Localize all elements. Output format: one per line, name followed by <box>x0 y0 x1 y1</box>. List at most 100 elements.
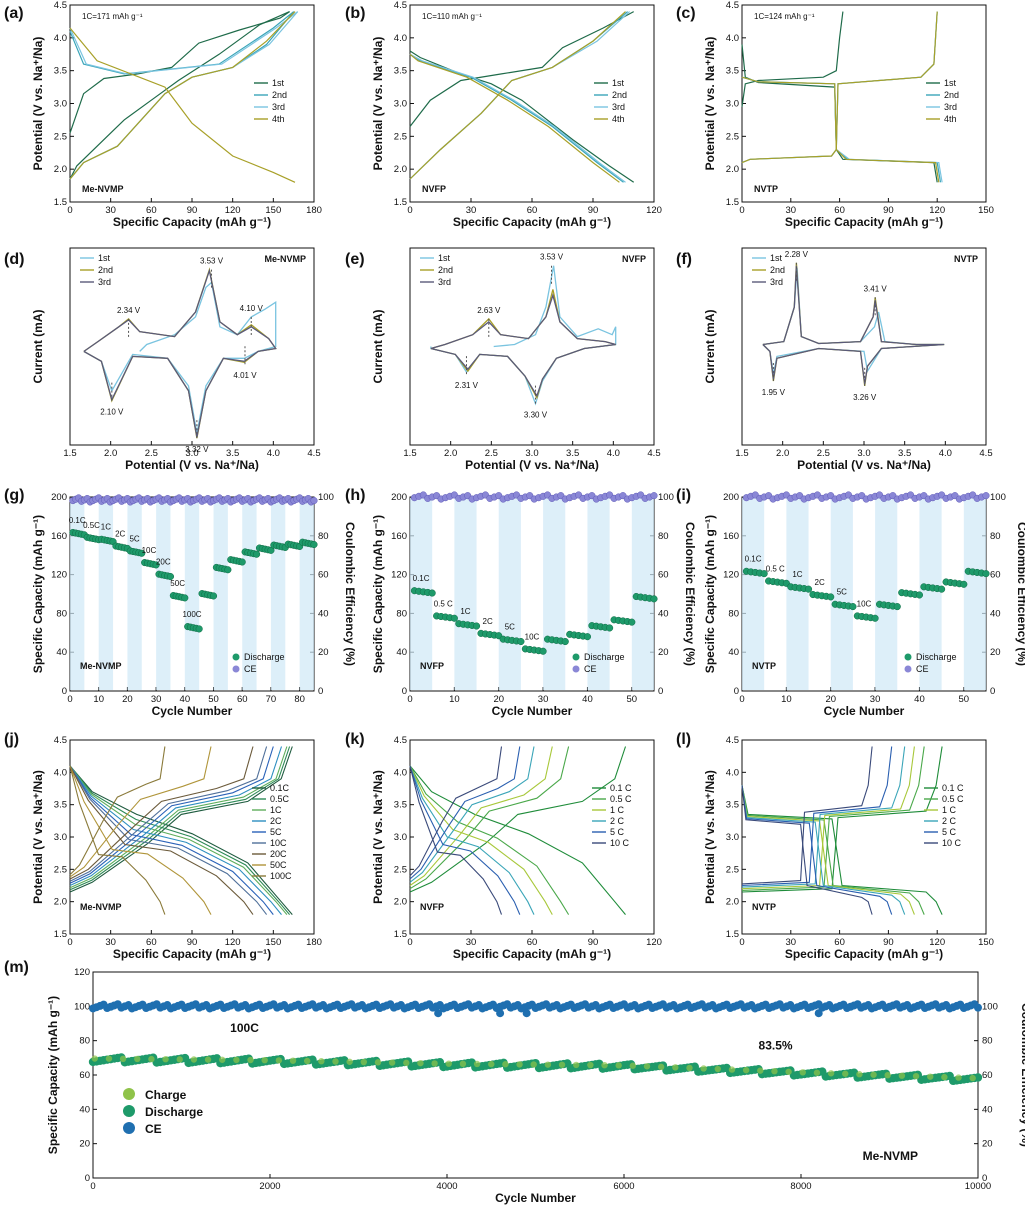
rate-curve-discharge <box>69 765 268 915</box>
peak-label: 4.01 V <box>233 371 257 380</box>
peak-label: 2.31 V <box>455 381 479 390</box>
rate-band <box>543 498 566 690</box>
discharge-point <box>517 637 525 646</box>
series-1st <box>83 281 277 434</box>
rate-curve-discharge <box>69 765 291 915</box>
x-tick-label: 150 <box>978 205 994 216</box>
peak-label: 3.41 V <box>864 284 888 293</box>
y-tick-label: 3.5 <box>726 66 739 77</box>
panel-label: (d) <box>4 251 24 268</box>
panel-m: (m)0 2000 4000 6000 8000 10000020406080100120… <box>4 959 1025 1205</box>
charge-point <box>941 1073 948 1081</box>
y-tick-label: 1.5 <box>394 197 407 208</box>
ce-point <box>496 1009 505 1018</box>
y-tick-label: 4.5 <box>394 0 407 11</box>
peak-label: 3.53 V <box>200 257 224 266</box>
x-tick-label: 30 <box>538 694 549 705</box>
charge-point <box>148 1055 155 1063</box>
rate-label: 0.1C <box>69 516 86 525</box>
charge-point <box>544 1061 552 1068</box>
panel-i: (i) 0 10 20 30 40 50 0 40 80 120 160 200 0 20 40 60 80 100… <box>676 487 1025 718</box>
panel-label: (i) <box>676 487 691 504</box>
charge-point <box>785 1068 792 1075</box>
rate-curve-charge <box>741 746 873 885</box>
legend-label: 5 C <box>610 827 625 837</box>
charge-point <box>190 1056 198 1063</box>
y-axis-title: Potential (V vs. Na⁺/Na) <box>371 37 385 171</box>
charge-point <box>233 1056 240 1064</box>
ce-point <box>522 1009 531 1018</box>
legend-swatch <box>232 653 240 661</box>
y-axis-title: Potential (V vs. Na⁺/Na) <box>31 770 45 904</box>
legend-label: 10 C <box>610 838 630 848</box>
rate-band <box>184 498 200 690</box>
legend-label: 5C <box>270 827 282 837</box>
peak-label: 3.30 V <box>524 411 548 420</box>
charge-point <box>303 1057 311 1065</box>
series-3rd <box>430 292 616 398</box>
x-tick-label: 3.5 <box>566 448 579 459</box>
peak-label: 2.10 V <box>100 408 124 417</box>
legend-label: 0.5 C <box>942 794 964 804</box>
charge-point <box>573 1061 580 1069</box>
ce-point <box>814 1009 823 1018</box>
legend-label: 0.5 C <box>610 794 632 804</box>
rate-band <box>830 498 853 690</box>
charge-point <box>955 1074 962 1081</box>
discharge-point <box>561 637 569 646</box>
peak-label: 3.53 V <box>540 253 564 262</box>
series-3rd <box>83 268 277 438</box>
rate-band <box>742 498 765 690</box>
rate-curve-discharge <box>409 765 535 915</box>
legend-label: 0.1 C <box>942 783 964 793</box>
legend-label: 1 C <box>610 805 625 815</box>
y-tick-label: 2.0 <box>394 897 407 908</box>
legend-label: 4th <box>272 114 285 124</box>
legend-label: CE <box>916 664 929 674</box>
charge-point <box>374 1059 382 1066</box>
rate-curve-charge <box>69 746 293 893</box>
discharge-point <box>973 1073 983 1082</box>
y-tick-label: 1.5 <box>726 929 739 940</box>
x-tick-label: 150 <box>265 205 281 216</box>
y-axis-title: Potential (V vs. Na⁺/Na) <box>371 770 385 904</box>
y-tick-label: 2.0 <box>54 164 67 175</box>
x-tick-label: 60 <box>527 937 538 948</box>
annotation-material: Me-NVMP <box>80 902 122 912</box>
charge-point <box>856 1071 863 1078</box>
rate-curve-discharge <box>69 765 293 915</box>
charge-point <box>884 1071 891 1079</box>
annotation-material: NVTP <box>954 254 978 264</box>
y-tick-label: 3.5 <box>394 66 407 77</box>
y-tick-label: 120 <box>723 570 739 581</box>
x-tick-label: 1.5 <box>403 448 416 459</box>
panel-label: (j) <box>4 731 19 748</box>
y-tick-label: 2.5 <box>54 131 67 142</box>
legend-label: 1st <box>98 253 111 263</box>
discharge-point <box>181 594 189 602</box>
panel-l: (l) 0 30 60 90 120 150 1.5 2.0 2.5 3.0 3.5 4.0 4.5 Spe… <box>676 731 994 961</box>
rate-label: 2C <box>115 530 125 539</box>
legend-label: 1st <box>770 253 783 263</box>
rate-label: 2C <box>815 578 825 587</box>
x-tick-label: 80 <box>294 694 305 705</box>
x-tick-label: 150 <box>978 937 994 948</box>
charge-point <box>473 1060 481 1068</box>
x-tick-label: 0 <box>67 694 72 705</box>
x-tick-label: 2.5 <box>817 448 830 459</box>
rate-curve-charge <box>409 746 535 883</box>
x-tick-label: 30 <box>105 937 116 948</box>
y2-tick-label: 80 <box>658 531 669 542</box>
discharge-point <box>209 592 218 600</box>
y-axis-title: Specific Capacity (mAh g⁻¹) <box>703 515 717 673</box>
x-tick-label: 90 <box>883 205 894 216</box>
rate-curve-discharge <box>409 765 521 915</box>
y2-tick-label: 0 <box>990 686 995 697</box>
rate-curve-discharge <box>409 765 503 915</box>
y-tick-label: 3.5 <box>726 800 739 811</box>
discharge-point <box>628 618 636 626</box>
rate-curve-charge <box>69 746 288 889</box>
charge-point <box>346 1058 353 1065</box>
x-tick-label: 0 <box>739 937 744 948</box>
